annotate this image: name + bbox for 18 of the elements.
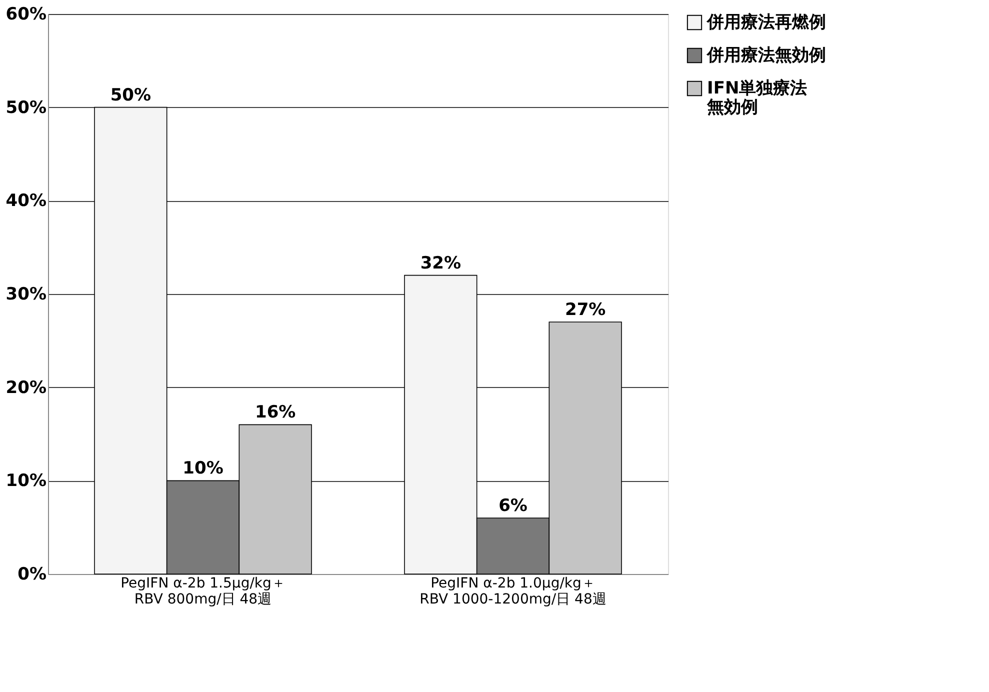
- y-tick-label: 30%: [6, 284, 46, 304]
- y-tick-label: 10%: [6, 471, 46, 492]
- legend-label: 併用療法無効例: [706, 46, 826, 66]
- data-label: 6%: [498, 496, 528, 516]
- x-tick-label: PegIFN α-2b 1.5μg/kg＋ RBV 800mg/日 48週: [120, 576, 286, 608]
- data-label: 27%: [564, 300, 606, 320]
- data-label: 16%: [254, 402, 296, 423]
- y-tick-label: 50%: [6, 98, 46, 118]
- data-label: 32%: [420, 253, 462, 274]
- y-tick-label: 0%: [18, 564, 46, 584]
- y-tick-label: 20%: [6, 378, 46, 398]
- legend-label: IFN単独療法無効例: [706, 78, 808, 118]
- legend-label: 併用療法再燃例: [706, 12, 826, 32]
- data-label: 50%: [110, 85, 152, 106]
- x-tick-label: PegIFN α-2b 1.0μg/kg＋ RBV 1000-1200mg/日 48週: [420, 576, 606, 608]
- y-tick-label: 40%: [6, 191, 46, 212]
- y-tick-label: 60%: [6, 4, 46, 24]
- data-label: 10%: [182, 458, 224, 479]
